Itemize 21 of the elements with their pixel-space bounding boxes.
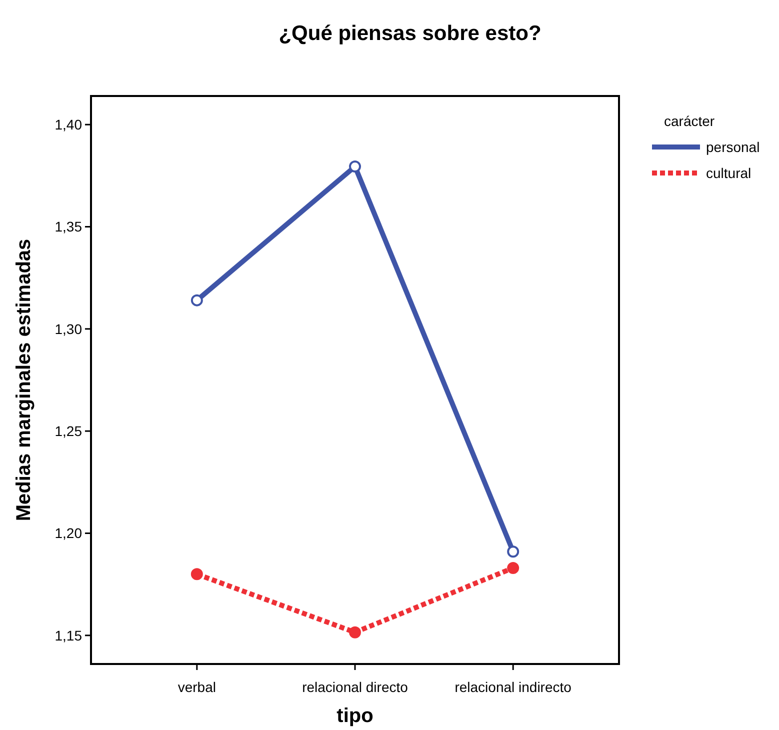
point	[349, 626, 361, 638]
x-axis-title: tipo	[336, 705, 374, 727]
y-tick-label: 1,15	[54, 627, 82, 644]
y-axis-title: Medias marginales estimadas	[13, 238, 35, 522]
x-tick-label: relacional directo	[302, 679, 408, 695]
point	[507, 546, 520, 558]
legend-label: personal	[706, 138, 760, 155]
legend-title: carácter	[664, 113, 715, 129]
point	[190, 294, 203, 306]
x-tick-label: verbal	[178, 679, 216, 695]
x-tick-label: relacional indirecto	[454, 679, 572, 695]
y-tick-label: 1,40	[54, 116, 82, 133]
point	[190, 568, 203, 580]
y-tick-label: 1,20	[54, 525, 82, 542]
point	[349, 160, 361, 172]
y-tick-label: 1,30	[54, 320, 82, 337]
chart-title: ¿Qué piensas sobre esto?	[278, 22, 542, 45]
y-tick-label: 1,25	[54, 422, 82, 439]
y-tick-label: 1,35	[54, 218, 82, 235]
point	[507, 562, 520, 574]
legend-label: cultural	[706, 164, 752, 181]
